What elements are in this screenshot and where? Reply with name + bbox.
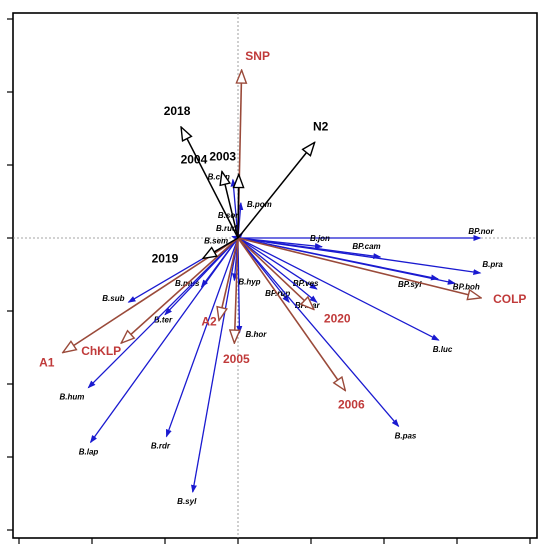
axis-ticks bbox=[7, 18, 531, 544]
species-label-b-pom: B.pom bbox=[247, 200, 272, 209]
env-label-2020: 2020 bbox=[324, 312, 351, 326]
plot-frame bbox=[12, 12, 538, 539]
species-arrow-bp-cam bbox=[237, 237, 382, 260]
species-label-bp-cam: BP.cam bbox=[352, 242, 380, 251]
species-arrow-b-jon bbox=[237, 237, 323, 250]
species-label-b-pra: B.pra bbox=[482, 260, 503, 269]
env-arrow-2006 bbox=[237, 237, 345, 391]
env-label-2005: 2005 bbox=[223, 352, 250, 366]
period-label-n2: N2 bbox=[313, 119, 329, 133]
species-arrow-b-hum bbox=[87, 237, 239, 389]
species-arrow-bp-ves bbox=[237, 237, 318, 290]
period-arrows: 2018 2004 2003 N2 2019 bbox=[152, 104, 329, 265]
env-arrow-2020 bbox=[237, 237, 314, 310]
env-arrow-chklp bbox=[121, 237, 239, 343]
species-label-b-luc: B.luc bbox=[433, 345, 453, 354]
species-label-b-con: B.con bbox=[208, 173, 230, 182]
env-label-a1: A1 bbox=[39, 356, 55, 370]
period-label-2004: 2004 bbox=[181, 153, 208, 167]
species-label-bp-ves: BP.ves bbox=[293, 279, 319, 288]
species-label-b-pas: B.pas bbox=[395, 431, 417, 440]
period-arrow-2004 bbox=[222, 172, 239, 239]
period-arrow-2003 bbox=[238, 174, 239, 239]
species-label-b-rud: B.rud bbox=[216, 224, 238, 233]
species-label-b-lap: B.lap bbox=[79, 447, 99, 456]
species-label-b-ter: B.ter bbox=[154, 316, 173, 325]
environment-arrows: SNP COLP 2020 2006 2005 A2 ChKLP A1 bbox=[39, 49, 526, 411]
env-label-colp: COLP bbox=[493, 292, 526, 306]
species-arrow-b-luc bbox=[237, 237, 440, 341]
env-arrow-a2 bbox=[219, 237, 239, 320]
period-label-2018: 2018 bbox=[164, 104, 191, 118]
species-label-b-hyp: B.hyp bbox=[238, 277, 260, 286]
species-arrow-b-pas bbox=[237, 237, 400, 428]
species-label-b-sub: B.sub bbox=[102, 294, 124, 303]
period-arrow-2018 bbox=[181, 127, 239, 239]
species-label-b-hum: B.hum bbox=[59, 393, 84, 402]
env-arrow-2005 bbox=[234, 237, 238, 343]
species-label-bp-nor: BP.nor bbox=[468, 227, 494, 236]
env-label-chklp: ChKLP bbox=[81, 344, 121, 358]
env-arrow-a1 bbox=[63, 237, 239, 353]
species-label-bp-syl: BP.syl bbox=[398, 280, 422, 289]
species-label-b-sor: B.sor bbox=[218, 211, 239, 220]
species-arrow-bp-syl bbox=[237, 237, 439, 281]
env-label-a2: A2 bbox=[201, 314, 217, 328]
species-label-b-jon: B.jon bbox=[310, 234, 330, 243]
species-label-b-sem: B.sem bbox=[204, 237, 228, 246]
period-label-2019: 2019 bbox=[152, 251, 179, 265]
species-arrow-b-lap bbox=[89, 237, 239, 444]
species-label-b-hor: B.hor bbox=[245, 330, 267, 339]
species-arrow-bp-bar bbox=[237, 237, 318, 303]
species-arrow-b-con bbox=[230, 178, 239, 239]
species-arrow-b-rdr bbox=[165, 237, 239, 438]
env-label-snp: SNP bbox=[245, 49, 270, 63]
period-arrow-2019 bbox=[203, 237, 239, 258]
species-arrow-b-syl bbox=[191, 237, 239, 494]
period-label-2003: 2003 bbox=[209, 149, 236, 163]
period-arrow-n2 bbox=[237, 142, 315, 239]
env-arrow-colp bbox=[237, 237, 481, 298]
env-label-2006: 2006 bbox=[338, 398, 365, 412]
species-label-b-rdr: B.rdr bbox=[151, 442, 171, 451]
species-label-bp-boh: BP.boh bbox=[453, 282, 480, 291]
species-label-b-syl: B.syl bbox=[177, 497, 197, 506]
